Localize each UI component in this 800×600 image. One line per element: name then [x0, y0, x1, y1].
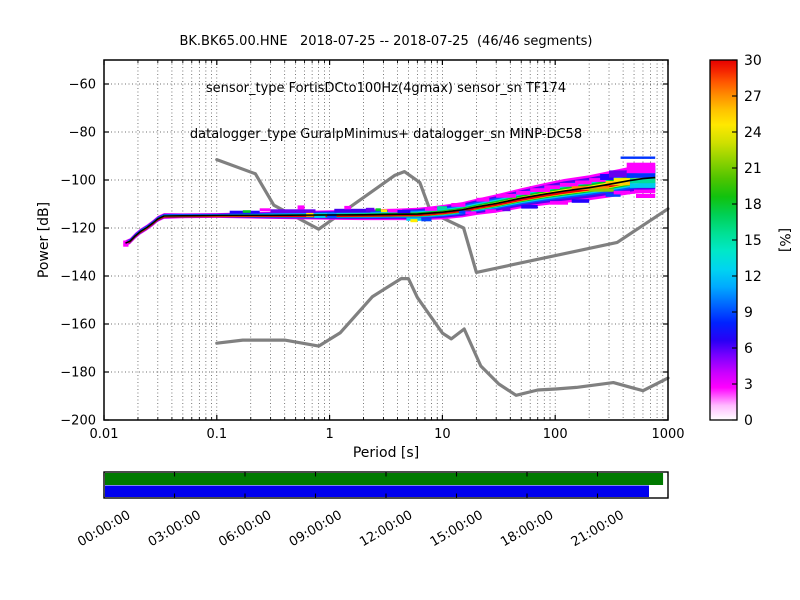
- psd-histogram-patch: [421, 218, 432, 222]
- nhnm-noise-model-curve: [215, 158, 670, 274]
- psd-histogram-patch: [589, 188, 614, 192]
- psd-histogram-patch: [437, 206, 447, 210]
- psd-histogram-patch: [559, 182, 579, 187]
- colorbar-tick-label: 0: [744, 413, 753, 429]
- colorbar-tick-label: 6: [744, 341, 753, 357]
- psd-histogram-patch: [375, 208, 381, 212]
- psd-histogram-patch: [458, 210, 472, 214]
- x-axis-label: Period [s]: [352, 445, 420, 461]
- colorbar-tick-label: 18: [744, 197, 762, 213]
- psd-histogram-patch: [630, 183, 656, 188]
- y-tick-label: −100: [60, 174, 96, 189]
- y-tick-label: −80: [69, 126, 96, 141]
- y-axis-label: Power [dB]: [36, 201, 52, 279]
- psd-histogram-patch: [344, 205, 352, 210]
- title-line-1: BK.BK65.00.HNE 2018-07-25 -- 2018-07-25 …: [179, 34, 593, 49]
- psd-histogram-patch: [544, 185, 560, 190]
- title-line-3: datalogger_type GuralpMinimus+ datalogge…: [189, 127, 583, 142]
- time-tick-label: 21:00:00: [569, 508, 627, 550]
- psd-histogram-patch: [397, 210, 411, 214]
- psd-band-layer: [125, 163, 656, 246]
- time-tick-label: 03:00:00: [146, 508, 204, 550]
- colorbar-tick-label: 21: [744, 161, 762, 177]
- x-tick-label: 0.1: [206, 427, 227, 442]
- x-tick-label: 10: [434, 427, 451, 442]
- psd-histogram-patch: [242, 210, 251, 213]
- psd-histogram-patch: [365, 207, 375, 212]
- colorbar-tick-label: 27: [744, 89, 762, 105]
- psd-histogram-patch: [636, 193, 656, 198]
- psd-histogram-patch: [259, 208, 271, 212]
- psd-histogram-patch: [521, 205, 538, 209]
- plot-frame: [103, 59, 669, 421]
- colorbar-tick-label: 30: [744, 53, 762, 69]
- plot-title-block: BK.BK65.00.HNE 2018-07-25 -- 2018-07-25 …: [70, 3, 702, 174]
- y-tick-label: −160: [60, 318, 96, 333]
- colorbar-tick-label: 3: [744, 377, 753, 393]
- time-tick-label: 18:00:00: [498, 508, 556, 550]
- colorbar-tick-label: 12: [744, 269, 762, 285]
- colorbar-tick-label: 9: [744, 305, 753, 321]
- psd-histogram-patch: [530, 188, 551, 192]
- psd-histogram-patch: [451, 203, 466, 207]
- y-tick-label: −120: [60, 222, 96, 237]
- nlnm-noise-model-curve: [215, 277, 670, 397]
- psd-histogram-patch: [297, 205, 305, 210]
- psd-histogram-patch: [502, 207, 511, 212]
- psd-histogram-patch: [410, 219, 418, 223]
- psd-histogram-patch: [465, 211, 477, 215]
- colorbar-tick-label: 24: [744, 125, 762, 141]
- time-tick-label: 15:00:00: [428, 508, 486, 550]
- time-tick-label: 12:00:00: [357, 508, 415, 550]
- psd-histogram-patch: [270, 209, 316, 214]
- psd-histogram-patch: [613, 190, 630, 195]
- colorbar-tick-label: 15: [744, 233, 762, 249]
- psd-histogram-patch: [476, 197, 490, 202]
- psd-histogram-patch: [609, 170, 628, 178]
- x-tick-label: 0.01: [90, 427, 119, 442]
- psd-histogram-patch: [571, 199, 590, 203]
- psd-histogram-patch: [630, 178, 656, 184]
- time-tick-label: 00:00:00: [75, 508, 133, 550]
- psd-histogram-patch: [575, 180, 592, 185]
- y-tick-label: −180: [60, 366, 96, 381]
- psd-histogram-patch: [496, 193, 517, 198]
- psd-histogram-patch: [634, 189, 656, 194]
- time-tick-label: 09:00:00: [287, 508, 345, 550]
- psd-histogram-patch: [424, 207, 438, 211]
- psd-histogram-patch: [613, 178, 635, 182]
- y-tick-label: −140: [60, 270, 96, 285]
- x-tick-label: 100: [543, 427, 568, 442]
- y-tick-label: −60: [69, 78, 96, 93]
- title-line-2: sensor_type FortisDCto100Hz(4gmax) senso…: [205, 80, 567, 96]
- timeline-coverage-bar: [105, 485, 650, 497]
- psd-mode-line: [125, 176, 656, 244]
- x-tick-label: 1000: [651, 427, 684, 442]
- psd-histogram-patch: [600, 174, 614, 180]
- colorbar-label: [%]: [776, 227, 792, 253]
- psd-histogram-patch: [380, 209, 388, 213]
- psd-histogram-patch: [314, 215, 326, 218]
- psd-histogram-patch: [626, 173, 656, 178]
- timeline-extent-bar: [105, 473, 664, 485]
- psd-histogram-patch: [620, 156, 656, 159]
- x-tick-label: 1: [325, 427, 333, 442]
- psd-histogram-patch: [589, 178, 606, 182]
- psd-histogram-patch: [550, 201, 568, 205]
- psd-histogram-patch: [388, 209, 403, 213]
- psd-histogram-patch: [605, 193, 621, 197]
- psd-histogram-patch: [334, 208, 371, 213]
- psd-histogram-patch: [516, 191, 531, 195]
- plot-background: [104, 60, 668, 420]
- y-tick-label: −200: [60, 414, 96, 429]
- time-tick-label: 06:00:00: [216, 508, 274, 550]
- psd-histogram-patch: [626, 162, 656, 174]
- psd-histogram-patch: [485, 209, 497, 213]
